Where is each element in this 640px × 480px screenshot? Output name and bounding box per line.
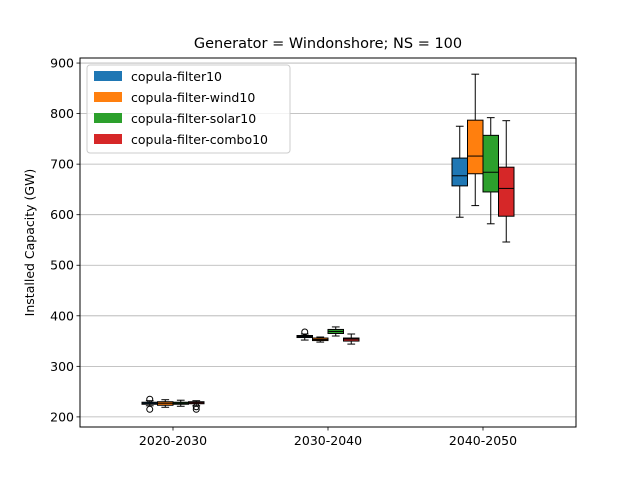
xtick-label: 2040-2050 <box>449 433 517 448</box>
x-axis-ticks: 2020-2030 2030-2040 2040-2050 <box>139 427 517 448</box>
flier-point <box>301 328 309 336</box>
box-copula-filter-solar10-2020-2030 <box>172 399 189 407</box>
ytick-label: 800 <box>50 106 74 121</box>
legend-swatch-copula-filter-solar10 <box>94 113 122 123</box>
legend-frame <box>86 64 291 154</box>
box-rect <box>467 119 484 175</box>
box-copula-filter-solar10-2040-2050 <box>482 117 499 225</box>
flier-point <box>192 405 200 413</box>
box-rect <box>482 134 499 193</box>
y-axis-label: Installed Capacity (GW) <box>22 169 37 317</box>
legend: copula-filter10 copula-filter-wind10 copul… <box>86 64 291 154</box>
ytick-label: 500 <box>50 258 74 273</box>
legend-label-copula-filter-solar10: copula-filter-solar10 <box>131 111 256 126</box>
ytick-label: 900 <box>50 56 74 71</box>
box-rect <box>451 157 468 187</box>
legend-label-copula-filter10: copula-filter10 <box>131 69 222 84</box>
legend-swatch-copula-filter10 <box>94 71 122 81</box>
box-copula-filter-wind10-2030-2040 <box>312 336 329 343</box>
legend-label-copula-filter-combo10: copula-filter-combo10 <box>131 132 268 147</box>
flier-point <box>146 395 154 403</box>
box-copula-filter-wind10-2020-2030 <box>157 399 174 408</box>
ytick-label: 400 <box>50 308 74 323</box>
box-rect <box>498 166 515 217</box>
legend-label-copula-filter-wind10: copula-filter-wind10 <box>131 90 255 105</box>
box-copula-filter10-2020-2030 <box>141 395 158 413</box>
legend-swatch-copula-filter-wind10 <box>94 92 122 102</box>
y-axis-ticks: 200 300 400 500 600 700 800 900 <box>50 56 80 424</box>
box-copula-filter10-2030-2040 <box>296 328 313 341</box>
chart-title: Generator = Windonshore; NS = 100 <box>194 36 462 52</box>
ytick-label: 600 <box>50 207 74 222</box>
flier-point <box>192 403 200 411</box>
box-copula-filter-combo10-2030-2040 <box>343 333 360 345</box>
box-rect <box>343 337 360 342</box>
box-copula-filter-wind10-2040-2050 <box>467 73 484 207</box>
xtick-label: 2030-2040 <box>294 433 362 448</box>
ytick-label: 200 <box>50 409 74 424</box>
box-copula-filter10-2040-2050 <box>451 125 468 218</box>
box-copula-filter-solar10-2030-2040 <box>327 326 344 337</box>
xtick-label: 2020-2030 <box>139 433 207 448</box>
ytick-label: 300 <box>50 359 74 374</box>
boxes <box>141 73 515 413</box>
box-copula-filter-combo10-2040-2050 <box>498 120 515 243</box>
ytick-label: 700 <box>50 157 74 172</box>
legend-swatch-copula-filter-combo10 <box>94 134 122 144</box>
flier-point <box>146 405 154 413</box>
box-copula-filter-combo10-2020-2030 <box>188 400 205 413</box>
